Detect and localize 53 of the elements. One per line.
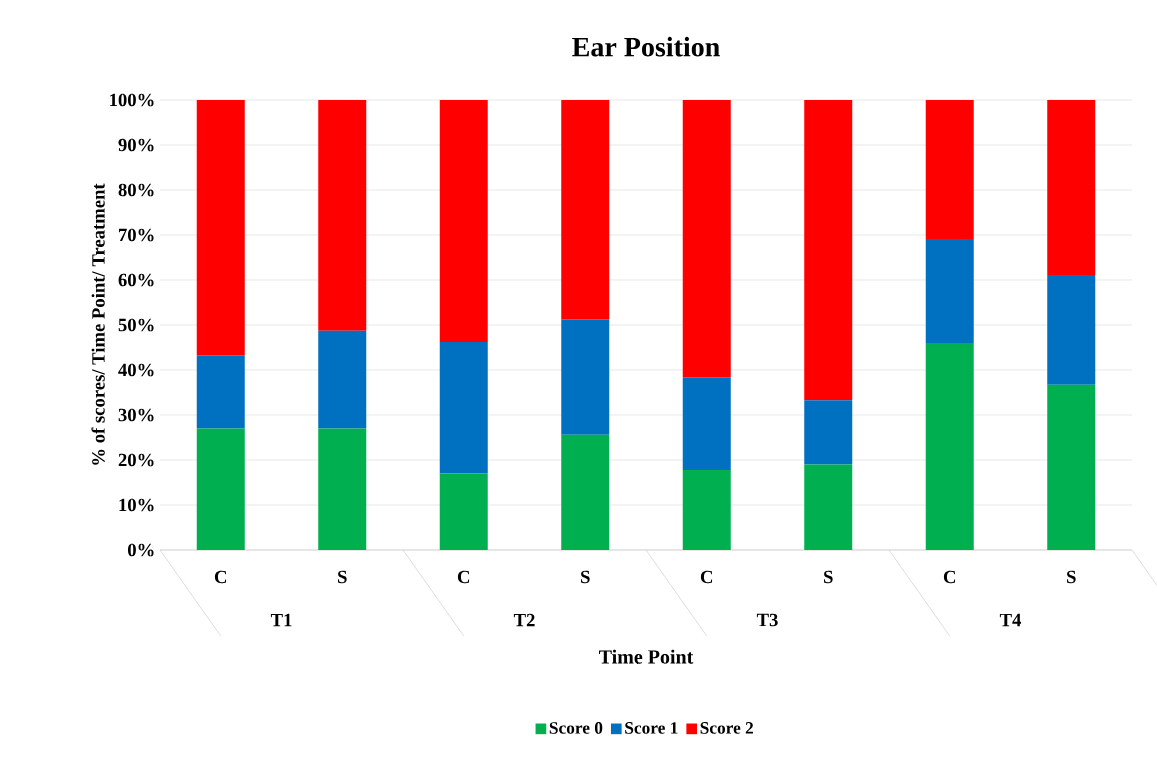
bar — [1047, 99, 1096, 276]
bar — [196, 355, 245, 429]
y-tick-label: 80% — [118, 183, 154, 197]
x-axis-title: Time Point — [599, 649, 694, 664]
bar — [196, 99, 245, 356]
chart-title: Ear Position — [572, 36, 720, 57]
bar — [561, 319, 610, 435]
bar — [1047, 275, 1096, 385]
bar — [561, 99, 610, 320]
legend-label: Score 1 — [625, 722, 678, 734]
text: T1 — [270, 613, 292, 627]
y-tick-label: 10% — [119, 498, 154, 512]
legend-label: Score 2 — [700, 722, 754, 734]
x-tick-label: S — [338, 570, 347, 584]
bar — [682, 99, 731, 378]
y-tick-label: 90% — [118, 138, 154, 152]
text: T4 — [999, 613, 1022, 627]
x-tick-label: S — [824, 570, 833, 584]
bar — [439, 99, 488, 343]
x-tick-label: C — [700, 570, 713, 584]
bar — [804, 400, 853, 465]
bar — [682, 469, 731, 550]
y-tick-label: 20% — [118, 453, 154, 467]
bar — [196, 428, 245, 550]
bar — [1047, 384, 1096, 550]
x-tick-label: C — [457, 570, 470, 584]
bar — [439, 473, 488, 550]
bar — [682, 377, 731, 470]
bar — [439, 342, 488, 474]
bar — [925, 99, 974, 240]
bar — [318, 99, 367, 331]
bar — [804, 464, 853, 550]
bar — [925, 239, 974, 343]
x-tick-label: S — [1067, 570, 1076, 584]
x-tick-label: C — [943, 570, 956, 584]
bar — [561, 434, 610, 550]
text: T2 — [513, 613, 535, 627]
y-tick-label: 30% — [118, 408, 154, 422]
bar — [318, 428, 367, 550]
x-tick-label: C — [214, 570, 227, 584]
bar — [804, 99, 853, 401]
bar — [318, 330, 367, 429]
y-tick-label: 100% — [110, 93, 154, 107]
y-tick-label: 50% — [118, 318, 154, 332]
legend-label: Score 0 — [549, 722, 603, 734]
y-axis-title: % of scores/ Time Point/ Treatment — [91, 183, 105, 465]
text: T3 — [756, 613, 778, 627]
bar — [925, 342, 974, 550]
y-tick-label: 70% — [119, 228, 154, 242]
y-tick-label: 0% — [128, 543, 154, 557]
y-tick-label: 40% — [118, 363, 154, 377]
y-tick-label: 60% — [118, 273, 154, 287]
x-tick-label: S — [581, 570, 590, 584]
